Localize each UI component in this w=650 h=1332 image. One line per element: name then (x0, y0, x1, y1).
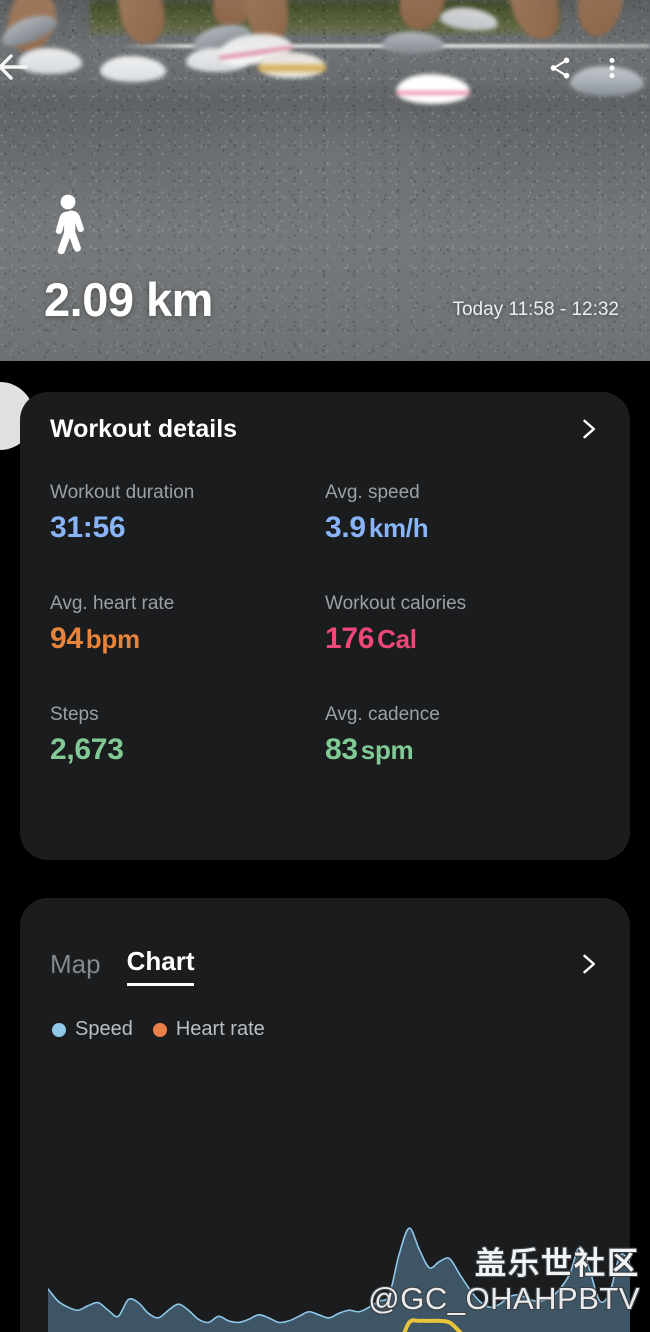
metric-value: 3.9 km/h (325, 511, 600, 545)
metric-item: Workout calories 176 Cal (325, 593, 600, 656)
metric-value: 83 spm (325, 733, 600, 767)
tab-chart[interactable]: Chart (126, 946, 195, 986)
runner-shoe (396, 74, 470, 104)
chevron-right-icon[interactable] (574, 950, 602, 978)
runner-shoe (258, 52, 326, 78)
metric-label: Workout calories (325, 593, 467, 614)
chart-legend: Speed Heart rate (20, 986, 630, 1041)
legend-dot-icon (52, 1022, 66, 1037)
speed-area (48, 1228, 630, 1332)
runner-shoe (382, 32, 444, 54)
metric-number: 176 (325, 622, 375, 655)
metric-label: Avg. heart rate (50, 593, 175, 614)
metric-label: Avg. speed (325, 482, 420, 503)
metric-number: 94 (50, 622, 83, 655)
legend-dot-icon (152, 1022, 167, 1037)
metric-item: Steps 2,673 (50, 704, 325, 767)
hero-banner: 2.09 km Today 11:58 - 12:32 (0, 0, 650, 361)
metric-label: Steps (50, 704, 99, 725)
metric-value: 94 bpm (50, 622, 325, 656)
walking-person-icon (47, 194, 91, 256)
metric-number: 83 (325, 733, 358, 766)
metric-number: 3.9 (325, 511, 366, 544)
metric-item: Avg. cadence 83 spm (325, 704, 600, 767)
legend-item: Heart rate (152, 1018, 265, 1041)
page-title: Workout details (50, 414, 238, 443)
runner-shoe (18, 48, 82, 74)
workout-details-card[interactable]: Workout details Workout duration 31:56 Avg… (20, 392, 630, 860)
hero-action-bar (538, 46, 634, 90)
metric-label: Workout duration (50, 482, 195, 503)
metric-value: 176 Cal (325, 622, 600, 656)
share-icon[interactable] (538, 46, 582, 90)
runner-shoe (100, 56, 166, 82)
metric-value: 2,673 (50, 733, 325, 767)
more-vertical-icon[interactable] (590, 46, 634, 90)
metric-unit: Cal (377, 624, 417, 654)
metric-item: Avg. heart rate 94 bpm (50, 593, 325, 656)
metric-item: Workout duration 31:56 (50, 482, 325, 545)
distance-value: 2.09 km (44, 273, 213, 326)
tab-map[interactable]: Map (50, 949, 101, 979)
workout-details-header[interactable]: Workout details (20, 392, 630, 466)
chart-tabs: Map Chart (20, 898, 630, 986)
metric-item: Avg. speed 3.9 km/h (325, 482, 600, 545)
metric-unit: km/h (368, 513, 429, 543)
speed-line (47, 1227, 631, 1324)
runner-shoe (570, 66, 644, 96)
hero-overlay-gradient (0, 0, 650, 361)
metric-unit: bpm (85, 624, 140, 654)
metric-number: 2,673 (50, 733, 124, 766)
legend-item: Speed (52, 1018, 133, 1041)
runners-photo (0, 0, 650, 361)
workout-chart (47, 1216, 631, 1332)
legend-label: Heart rate (175, 1018, 265, 1040)
metric-unit: spm (360, 735, 414, 765)
metrics-grid: Workout duration 31:56 Avg. speed 3.9 km/h Av… (20, 466, 630, 767)
back-arrow-icon[interactable] (0, 40, 40, 94)
chevron-right-icon[interactable] (574, 415, 602, 443)
metric-label: Avg. cadence (325, 704, 440, 725)
metric-number: 31:56 (50, 511, 126, 544)
time-range-label: Today 11:58 - 12:32 (452, 299, 619, 320)
legend-label: Speed (75, 1018, 133, 1040)
metric-value: 31:56 (50, 511, 325, 545)
map-chart-card[interactable]: Map Chart Speed Heart rate (20, 898, 631, 1332)
